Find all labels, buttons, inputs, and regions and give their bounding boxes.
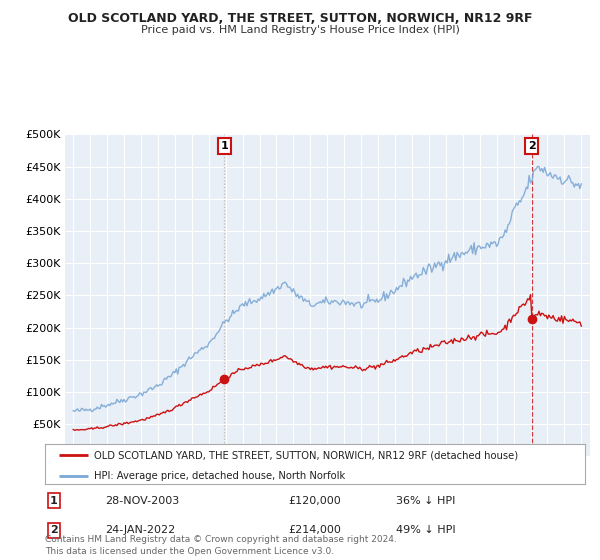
Text: 28-NOV-2003: 28-NOV-2003 <box>105 496 179 506</box>
Text: £214,000: £214,000 <box>288 525 341 535</box>
Text: 49% ↓ HPI: 49% ↓ HPI <box>396 525 455 535</box>
Text: £120,000: £120,000 <box>288 496 341 506</box>
Text: 24-JAN-2022: 24-JAN-2022 <box>105 525 175 535</box>
Text: 1: 1 <box>50 496 58 506</box>
Text: HPI: Average price, detached house, North Norfolk: HPI: Average price, detached house, Nort… <box>94 470 345 480</box>
Text: 1: 1 <box>220 141 228 151</box>
Text: Price paid vs. HM Land Registry's House Price Index (HPI): Price paid vs. HM Land Registry's House … <box>140 25 460 35</box>
Text: 2: 2 <box>50 525 58 535</box>
Text: 2: 2 <box>528 141 536 151</box>
Text: 36% ↓ HPI: 36% ↓ HPI <box>396 496 455 506</box>
Text: Contains HM Land Registry data © Crown copyright and database right 2024.
This d: Contains HM Land Registry data © Crown c… <box>45 535 397 556</box>
Text: OLD SCOTLAND YARD, THE STREET, SUTTON, NORWICH, NR12 9RF (detached house): OLD SCOTLAND YARD, THE STREET, SUTTON, N… <box>94 450 518 460</box>
Text: OLD SCOTLAND YARD, THE STREET, SUTTON, NORWICH, NR12 9RF: OLD SCOTLAND YARD, THE STREET, SUTTON, N… <box>68 12 532 25</box>
